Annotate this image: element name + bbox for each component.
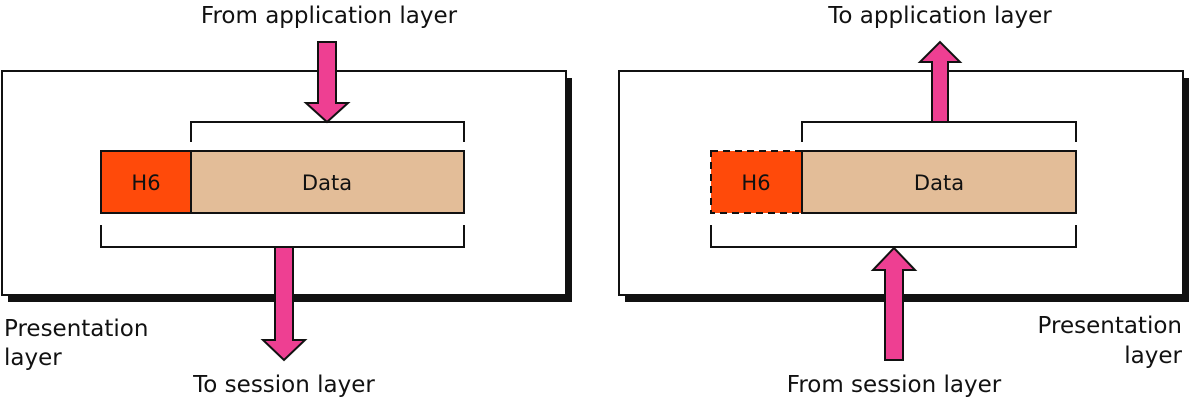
right-top-label: To application layer	[827, 3, 1052, 29]
right-bottom-bracket	[710, 225, 1077, 248]
right-bottom-label: From session layer	[787, 372, 1002, 398]
right-data-label: Data	[914, 171, 964, 195]
right-header-cell	[710, 150, 803, 214]
right-incoming-arrow	[870, 246, 918, 361]
left-bottom-label: To session layer	[192, 372, 375, 398]
right-layer-label-line1: Presentation	[1038, 313, 1182, 339]
right-data-cell	[801, 150, 1077, 214]
right-layer-label-line2: layer	[1124, 343, 1182, 369]
left-top-label: From application layer	[201, 3, 458, 29]
left-outgoing-arrow	[260, 246, 308, 362]
left-data-cell	[190, 150, 465, 214]
left-panel: H6 Data From application layer To sessio…	[1, 3, 572, 398]
left-data-label: Data	[302, 171, 352, 195]
right-outgoing-arrow	[917, 40, 963, 123]
left-header-label: H6	[131, 171, 160, 195]
left-layer-label-line1: Presentation	[4, 316, 148, 342]
left-layer-label-line2: layer	[4, 345, 62, 371]
right-panel: H6 Data To application layer From sessio…	[618, 3, 1189, 398]
left-incoming-arrow	[303, 41, 351, 124]
right-header-label: H6	[741, 171, 770, 195]
